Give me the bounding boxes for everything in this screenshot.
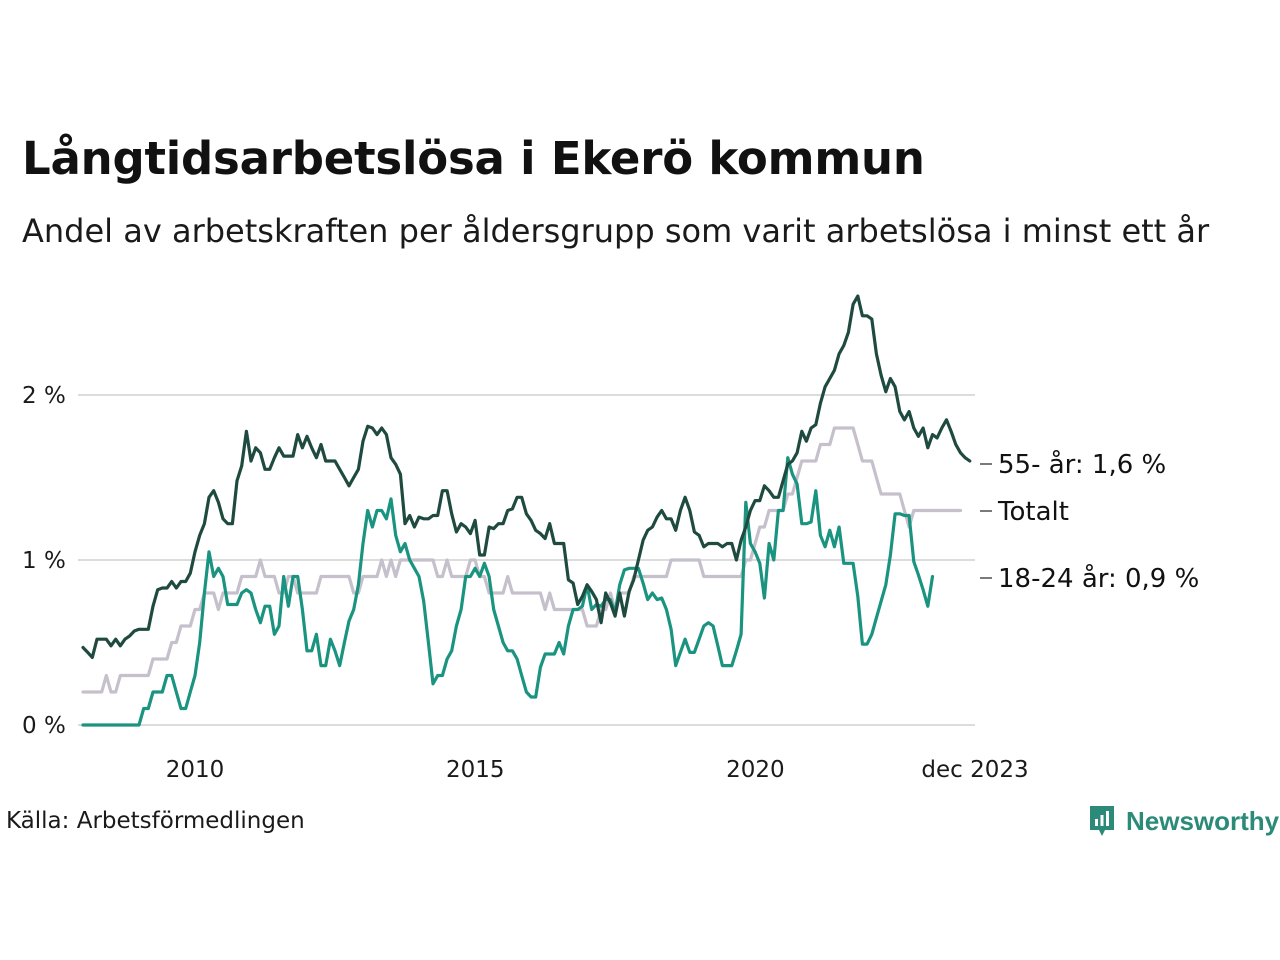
x-tick-label: 2010 xyxy=(166,757,225,783)
chart-subtitle: Andel av arbetskraften per åldersgrupp s… xyxy=(22,212,1210,250)
brand-name: Newsworthy xyxy=(1126,805,1280,836)
series-label-age55: 55- år: 1,6 % xyxy=(998,449,1166,480)
x-tick-label: 2020 xyxy=(726,757,785,783)
x-tick-label: dec 2023 xyxy=(921,757,1028,783)
x-axis-labels: 2010 2015 2020 dec 2023 xyxy=(166,757,1029,783)
y-tick-label: 1 % xyxy=(22,548,66,574)
y-tick-label: 2 % xyxy=(22,383,66,409)
series-line-total xyxy=(81,426,963,694)
newsworthy-logo-icon xyxy=(1090,806,1114,836)
source-note: Källa: Arbetsförmedlingen xyxy=(6,808,305,834)
chart-title: Långtidsarbetslösa i Ekerö kommun xyxy=(22,132,925,185)
series-line-youth xyxy=(81,456,935,727)
x-tick-label: 2015 xyxy=(446,757,505,783)
y-tick-label: 0 % xyxy=(22,713,66,739)
y-axis-labels: 0 % 1 % 2 % xyxy=(22,383,66,739)
newsworthy-logo[interactable]: Newsworthy xyxy=(1088,804,1279,838)
series-line-age55 xyxy=(81,294,972,660)
series-end-labels: Totalt 18-24 år: 0,9 % 55- år: 1,6 % xyxy=(980,449,1199,594)
series-lines xyxy=(81,294,972,727)
grid-lines xyxy=(78,394,975,726)
series-label-total: Totalt xyxy=(997,497,1069,527)
series-label-youth: 18-24 år: 0,9 % xyxy=(998,563,1199,594)
